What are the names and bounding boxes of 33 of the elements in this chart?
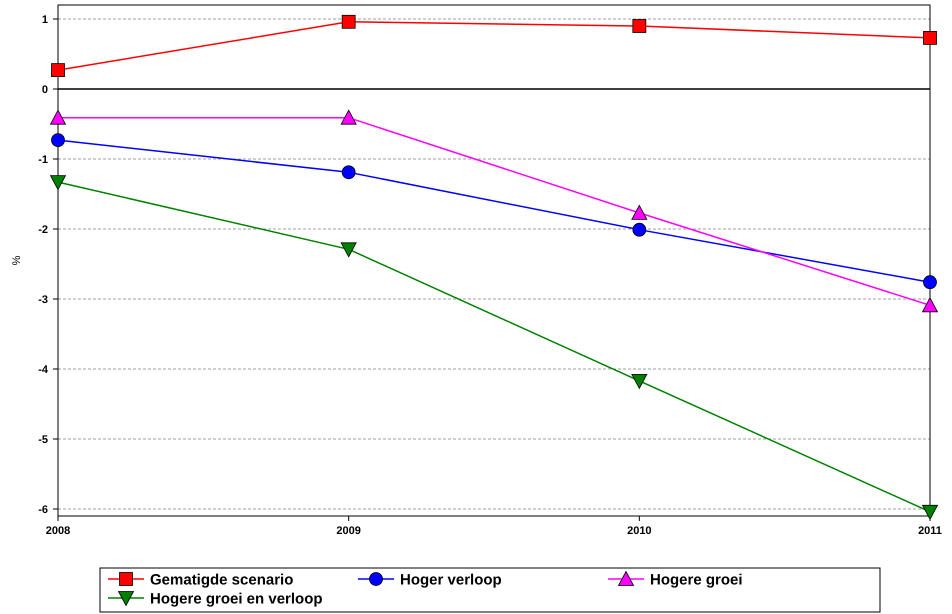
point — [342, 14, 356, 29]
legend-label: Hogere groei en verloop — [150, 590, 323, 608]
point — [340, 242, 357, 258]
y-tick-label: -5 — [38, 434, 48, 446]
y-tick-label: -4 — [38, 364, 49, 376]
point — [51, 133, 65, 147]
point — [631, 205, 648, 220]
y-tick-label: -3 — [38, 294, 48, 306]
point — [922, 504, 938, 520]
x-tick-label: 2010 — [627, 525, 652, 537]
y-axis-title: % — [11, 255, 23, 266]
y-tick-label: 0 — [42, 84, 48, 96]
point — [342, 165, 356, 180]
point — [922, 297, 938, 312]
legend-label: Hoger verloop — [400, 571, 502, 588]
point — [340, 110, 357, 125]
y-tick-label: -1 — [38, 154, 48, 166]
y-tick-label: -2 — [38, 224, 48, 236]
point — [50, 110, 66, 125]
point — [50, 175, 66, 190]
y-tick-label: -6 — [38, 504, 48, 516]
x-tick-label: 2008 — [46, 525, 70, 537]
legend-label: Hogere groei — [650, 571, 743, 588]
x-tick-label: 2009 — [336, 525, 361, 537]
y-tick-label: 1 — [42, 14, 48, 26]
point — [632, 19, 646, 33]
point — [51, 63, 65, 77]
point — [632, 222, 646, 237]
point — [923, 31, 937, 45]
x-tick-label: 2011 — [918, 525, 942, 537]
point — [631, 374, 648, 389]
point — [923, 275, 937, 290]
legend-label: Gematigde scenario — [150, 571, 294, 588]
